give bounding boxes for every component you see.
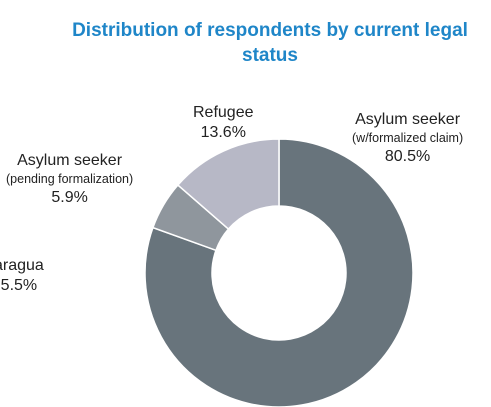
slice-label-asylum-formalized-sub: (w/formalized claim) [352,131,464,145]
slice-asylum-formalized [144,138,414,407]
chart-title: Distribution of respondents by current l… [72,20,468,66]
partial-label-cut-value: 5.5% [0,277,38,294]
partial-label-cut-name: aragua [0,257,44,274]
slice-label-refugee: Refugee 13.6% [193,103,254,143]
slice-label-asylum-formalized-value: 80.5% [384,148,431,165]
slice-label-refugee-value: 13.6% [200,124,246,141]
slice-label-asylum-pending-sub: (pending formalization) [6,172,134,186]
slice-label-asylum-pending: Asylum seeker (pending formalization) 5.… [6,151,133,208]
slice-label-asylum-pending-value: 5.9% [51,189,88,206]
slice-label-asylum-formalized-name: Asylum seeker [355,111,461,128]
partial-label-cut: aragua 5.5% [0,256,44,296]
slice-label-refugee-name: Refugee [193,104,254,121]
slice-refugee [176,138,280,231]
slice-label-asylum-pending-name: Asylum seeker [17,152,123,169]
slice-label-asylum-formalized: Asylum seeker (w/formalized claim) 80.5% [352,110,463,167]
